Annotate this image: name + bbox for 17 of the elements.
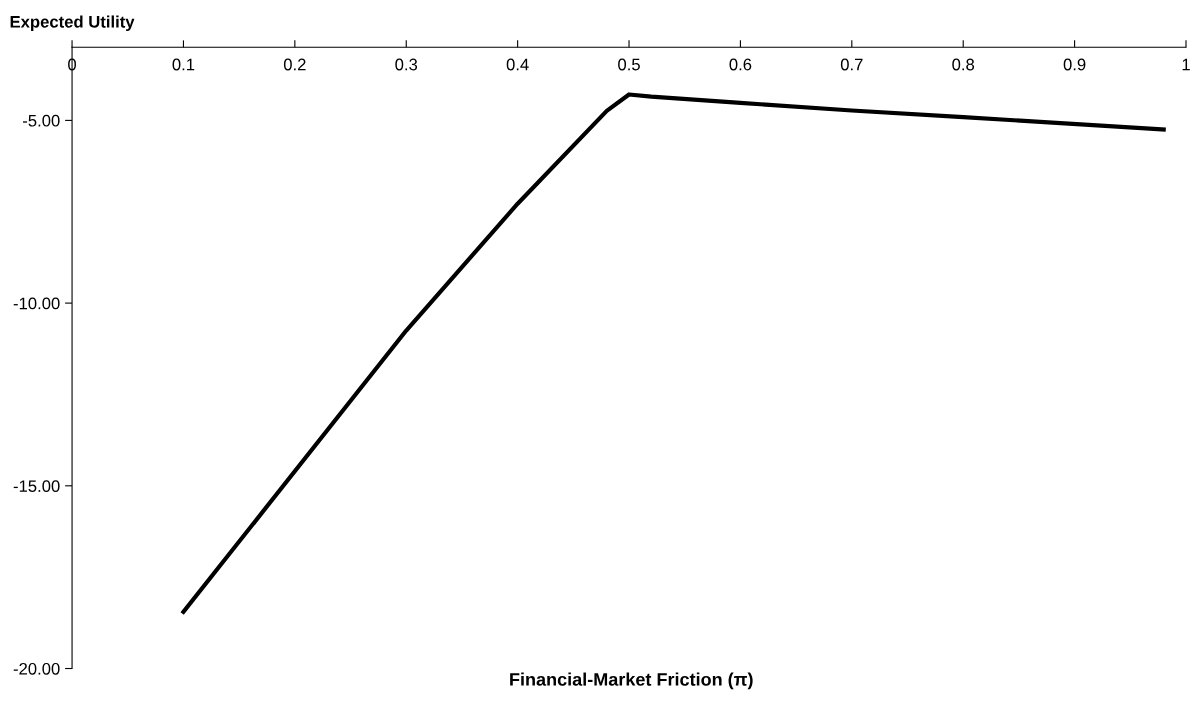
x-tick-label: 0.3 (395, 58, 418, 71)
y-tick-label: -20.00 (13, 662, 60, 675)
x-tick-label: 0.9 (1063, 58, 1086, 71)
x-tick-label: 0.4 (506, 58, 529, 71)
y-tick-label: -5.00 (23, 114, 60, 127)
x-tick-label: 0.5 (618, 58, 640, 71)
y-tick-label: -15.00 (13, 480, 60, 493)
line-series (181, 92, 1166, 614)
x-tick-label: 1 (1182, 58, 1190, 71)
x-tick-label: 0.2 (283, 58, 306, 71)
x-axis-title: Financial-Market Friction (π) (510, 672, 753, 690)
x-tick-label: 0.7 (840, 58, 863, 71)
chart-title: Expected Utility (10, 15, 135, 31)
y-tick-label: -10.00 (13, 297, 60, 310)
x-tick-label: 0.8 (952, 58, 975, 71)
x-tick-label: 0.1 (172, 58, 195, 71)
x-tick-label: 0.6 (729, 58, 752, 71)
